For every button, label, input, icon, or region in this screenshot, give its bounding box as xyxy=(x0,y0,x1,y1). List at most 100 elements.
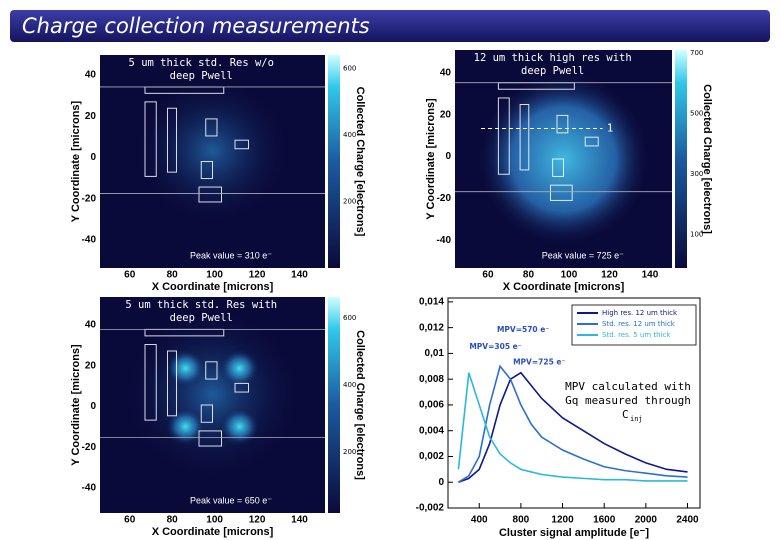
colorbar-label: Collected Charge [electrons] xyxy=(354,330,366,480)
y-tick-label: 0,008 xyxy=(419,374,444,385)
y-tick-label: -40 xyxy=(82,235,97,246)
peak-label: Peak value = 310 e⁻ xyxy=(190,250,272,260)
y-axis-label: Y Coordinate [microns] xyxy=(425,98,437,220)
x-tick-label: 120 xyxy=(249,515,266,526)
x-axis-label: X Coordinate [microns] xyxy=(503,281,625,293)
y-tick-label: 0 xyxy=(90,152,96,163)
x-tick-label: 80 xyxy=(523,270,535,281)
panel-caption: 12 um thick high res with xyxy=(474,52,632,64)
x-tick-label: 2400 xyxy=(676,515,699,526)
layout-shape xyxy=(205,361,218,380)
colorbar-tick-label: 600 xyxy=(343,64,356,72)
series-line xyxy=(457,364,688,483)
charge-blob xyxy=(219,348,260,388)
layout-shape xyxy=(497,97,510,175)
x-tick-label: 80 xyxy=(167,515,179,526)
layout-shape xyxy=(234,139,249,150)
x-tick-label: 60 xyxy=(124,270,136,281)
x-tick-label: 1600 xyxy=(593,515,616,526)
colorbar-tick-label: 400 xyxy=(343,381,356,389)
y-tick-label: 0,002 xyxy=(419,451,444,462)
panel-caption: deep Pwell xyxy=(170,70,233,82)
y-tick-label: 40 xyxy=(85,320,97,331)
legend-label: Std. res. 12 um thick xyxy=(602,320,676,328)
colorbar-label: Collected Charge [electrons] xyxy=(701,84,713,234)
y-tick-label: 0,01 xyxy=(425,348,445,359)
layout-shape xyxy=(200,404,213,423)
series-line xyxy=(458,371,688,483)
charge-blob xyxy=(122,307,303,481)
layout-shape xyxy=(167,350,177,417)
x-tick-label: 60 xyxy=(482,270,494,281)
layout-shape xyxy=(144,101,157,177)
x-tick-label: 120 xyxy=(249,270,266,281)
y-tick-label: 40 xyxy=(85,70,97,81)
layout-shape xyxy=(584,136,599,147)
note: C xyxy=(622,408,629,421)
colorbar-tick-label: 300 xyxy=(690,170,703,178)
y-axis-label: Y Coordinate [microns] xyxy=(70,344,82,466)
colorbar-tick-label: 500 xyxy=(690,110,703,118)
x-tick-label: 1200 xyxy=(551,515,574,526)
charge-blob xyxy=(165,407,206,447)
slide-title: Charge collection measurements xyxy=(22,14,370,38)
charge-blob xyxy=(165,348,206,388)
x-axis-label: Cluster signal amplitude [e⁻] xyxy=(499,527,649,539)
annotation: MPV=305 e⁻ xyxy=(469,342,521,351)
note-subscript: inj xyxy=(630,415,643,423)
note: Gq measured through xyxy=(565,394,691,407)
panel-caption: deep Pwell xyxy=(521,65,584,77)
colorbar xyxy=(328,55,340,268)
x-tick-label: 140 xyxy=(642,270,659,281)
y-tick-label: 0,014 xyxy=(419,297,444,308)
y-tick-label: 40 xyxy=(440,68,452,79)
layout-shape xyxy=(519,104,530,171)
y-tick-label: 0 xyxy=(445,151,451,162)
title-bar xyxy=(10,10,770,42)
series-line xyxy=(457,372,688,482)
colorbar-tick-label: 200 xyxy=(343,448,356,456)
legend-label: Std. res. 5 um thick xyxy=(602,331,671,339)
panel-caption: 5 um thick std. Res with xyxy=(125,299,277,311)
panel-caption: deep Pwell xyxy=(170,312,233,324)
x-tick-label: 400 xyxy=(471,515,488,526)
y-axis-label: Y Coordinate [microns] xyxy=(70,100,82,222)
x-tick-label: 100 xyxy=(206,270,223,281)
x-tick-label: 80 xyxy=(167,270,179,281)
y-tick-label: 0,006 xyxy=(419,400,444,411)
annotation: MPV=570 e⁻ xyxy=(497,325,549,334)
peak-label: Peak value = 725 e⁻ xyxy=(542,250,624,260)
y-tick-label: -20 xyxy=(437,193,452,204)
x-tick-label: 100 xyxy=(206,515,223,526)
colorbar-tick-label: 100 xyxy=(690,231,703,239)
panel-caption: 5 um thick std. Res w/o xyxy=(129,57,274,69)
charge-blob xyxy=(219,407,260,447)
x-axis-label: X Coordinate [microns] xyxy=(152,526,274,538)
y-tick-label: 0 xyxy=(90,401,96,412)
x-tick-label: 140 xyxy=(291,270,308,281)
colorbar-tick-label: 400 xyxy=(343,131,356,139)
layout-outline xyxy=(497,82,599,201)
colorbar-tick-label: 600 xyxy=(343,314,356,322)
peak-label: Peak value = 650 e⁻ xyxy=(190,495,272,505)
x-tick-label: 100 xyxy=(561,270,578,281)
layout-shape xyxy=(167,107,177,173)
layout-shape xyxy=(205,118,218,137)
layout-shape xyxy=(144,344,157,421)
colorbar xyxy=(675,50,687,268)
y-tick-label: 0 xyxy=(438,477,444,488)
y-tick-label: 0,012 xyxy=(419,322,444,333)
x-tick-label: 2000 xyxy=(635,515,658,526)
note: MPV calculated with xyxy=(565,380,691,393)
x-tick-label: 800 xyxy=(513,515,530,526)
y-tick-label: -20 xyxy=(82,442,97,453)
y-tick-label: 0,004 xyxy=(419,425,444,436)
y-tick-label: 20 xyxy=(85,360,97,371)
layout-shape xyxy=(549,184,573,201)
x-tick-label: 120 xyxy=(601,270,618,281)
y-tick-label: 20 xyxy=(85,111,97,122)
y-tick-label: -40 xyxy=(437,235,452,246)
y-tick-label: 20 xyxy=(440,109,452,120)
scan-marker: 1 xyxy=(607,122,613,134)
